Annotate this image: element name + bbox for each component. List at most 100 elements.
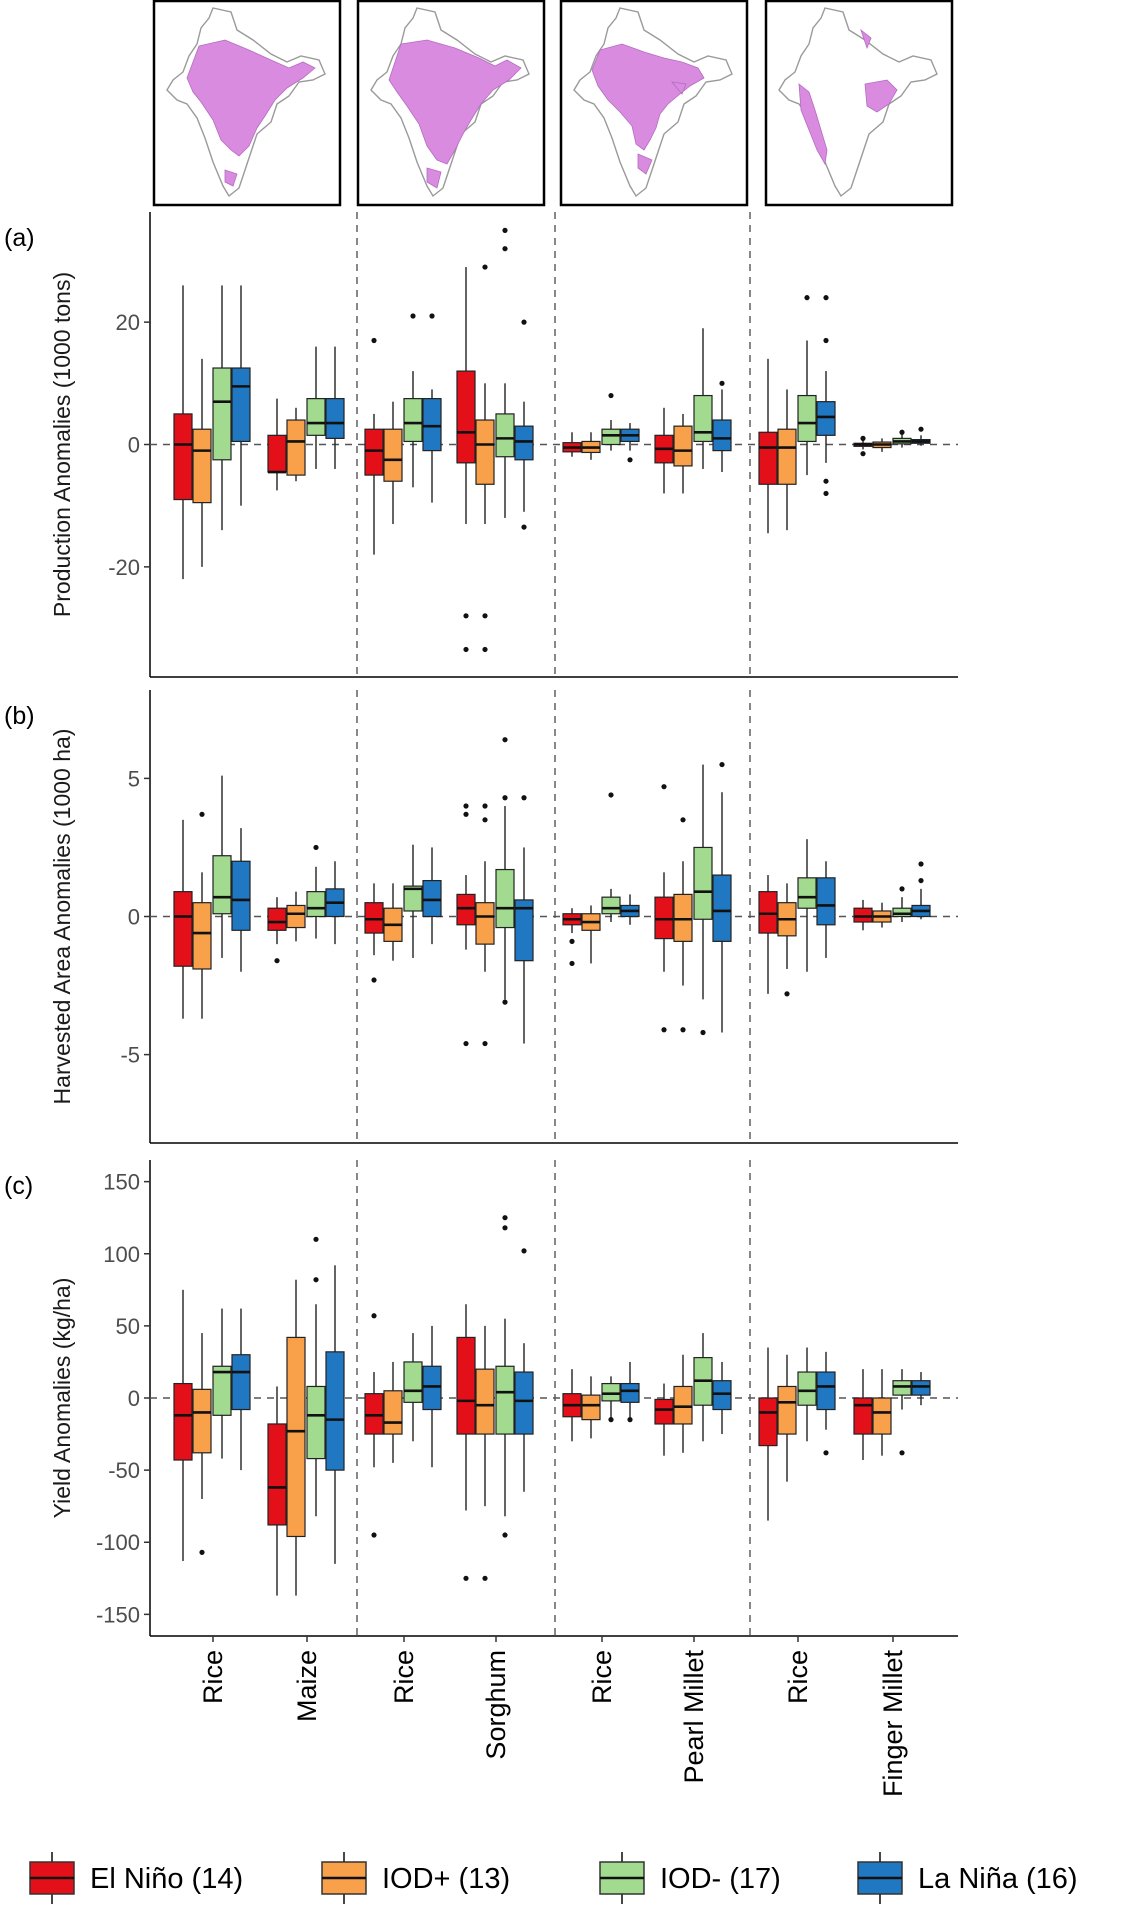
x-category-label: Pearl Millet [679, 1650, 709, 1784]
box-body [758, 431, 778, 485]
outlier-point [463, 1040, 469, 1047]
box-3-1 [325, 1265, 345, 1564]
box-2-3 [495, 1215, 515, 1538]
box-2-1 [306, 1236, 326, 1517]
y-tick-label: -100 [96, 1530, 140, 1555]
box-1-1 [286, 891, 306, 942]
box-0-2 [364, 1313, 384, 1538]
y-tick-label: 20 [116, 310, 140, 335]
box-3-7 [911, 426, 931, 446]
y-tick-label: 0 [128, 905, 140, 930]
box-body [673, 1385, 693, 1425]
box-body [306, 891, 326, 918]
box-0-5 [654, 1383, 674, 1456]
box-body [192, 902, 212, 970]
box-1-5 [673, 817, 693, 1033]
box-1-6 [777, 883, 797, 997]
outlier-point [502, 1532, 508, 1538]
box-body [514, 1371, 534, 1435]
box-body [403, 885, 423, 912]
outlier-point [627, 457, 633, 463]
outlier-point [482, 817, 488, 823]
box-body [495, 1365, 515, 1435]
box-0-1 [267, 398, 287, 491]
box-2-5 [693, 1333, 713, 1442]
box-2-2 [403, 1333, 423, 1442]
box-body [364, 902, 384, 934]
outlier-point [313, 1236, 319, 1242]
category-labels: Rice Maize Rice Sorghum Rice Pearl Millet Rice… [198, 1636, 908, 1797]
outlier-point [463, 811, 469, 817]
box-2-3 [495, 227, 515, 518]
y-axis-label: Harvested Area Anomalies (1000 ha) [49, 729, 75, 1105]
box-2-7 [892, 886, 912, 923]
x-category-label: Rice [783, 1650, 813, 1704]
box-body [286, 419, 306, 476]
box-0-7 [853, 899, 873, 931]
box-1-5 [673, 1354, 693, 1453]
outlier-point [608, 1417, 614, 1423]
box-1-0 [192, 811, 212, 1019]
panel-2: (b) Harvested Area Anomalies (1000 ha) -5 0… [4, 690, 958, 1144]
box-body [231, 367, 251, 443]
maps-row [152, 0, 954, 207]
box-2-2 [403, 313, 423, 488]
box-1-3 [475, 1325, 495, 1581]
outlier-point [313, 1277, 319, 1283]
box-2-1 [306, 346, 326, 469]
box-body [192, 1388, 212, 1454]
outlier-point [918, 426, 924, 432]
legend-label: IOD+ (13) [382, 1863, 510, 1895]
y-axis-label: Yield Anomalies (kg/ha) [49, 1278, 75, 1519]
map-outline [778, 7, 938, 198]
box-body [797, 394, 817, 443]
box-body [673, 893, 693, 942]
y-tick-label: 150 [103, 1170, 140, 1195]
box-2-3 [495, 737, 515, 1005]
outlier-point [823, 1450, 829, 1456]
outlier-point [719, 380, 725, 386]
box-1-1 [286, 1279, 306, 1596]
outlier-point [482, 1575, 488, 1581]
box-body [816, 877, 836, 926]
outlier-point [804, 295, 810, 301]
outlier-point [680, 1027, 686, 1033]
box-body [816, 1371, 836, 1411]
panel-label: (a) [4, 224, 35, 252]
box-1-3 [475, 264, 495, 653]
box-1-7 [872, 1369, 892, 1456]
y-tick-label: 0 [128, 1386, 140, 1411]
box-body [514, 899, 534, 962]
outlier-point [482, 264, 488, 270]
outlier-point [502, 999, 508, 1005]
outlier-point [502, 737, 508, 743]
box-body [286, 1336, 306, 1538]
box-2-2 [403, 844, 423, 958]
box-body [403, 1361, 423, 1403]
outlier-point [199, 1549, 205, 1555]
box-0-7 [853, 1369, 873, 1461]
box-body [892, 907, 912, 918]
box-body [601, 428, 621, 446]
box-body [495, 413, 515, 458]
box-body [853, 907, 873, 923]
box-0-0 [173, 819, 193, 1019]
box-body [306, 1385, 326, 1460]
legend-label: El Niño (14) [90, 1863, 243, 1895]
box-1-7 [872, 902, 892, 928]
box-0-6 [758, 875, 778, 994]
map-highlight-region [388, 39, 522, 189]
box-1-2 [383, 883, 403, 961]
box-body [712, 419, 732, 452]
box-0-1 [267, 1386, 287, 1596]
box-body [364, 1393, 384, 1435]
outlier-point [482, 613, 488, 619]
box-3-4 [620, 1361, 640, 1423]
box-body [306, 398, 326, 436]
box-body [383, 428, 403, 482]
outlier-point [569, 938, 575, 944]
outlier-point [521, 319, 527, 325]
box-3-3 [514, 319, 534, 530]
outlier-point [274, 958, 280, 964]
